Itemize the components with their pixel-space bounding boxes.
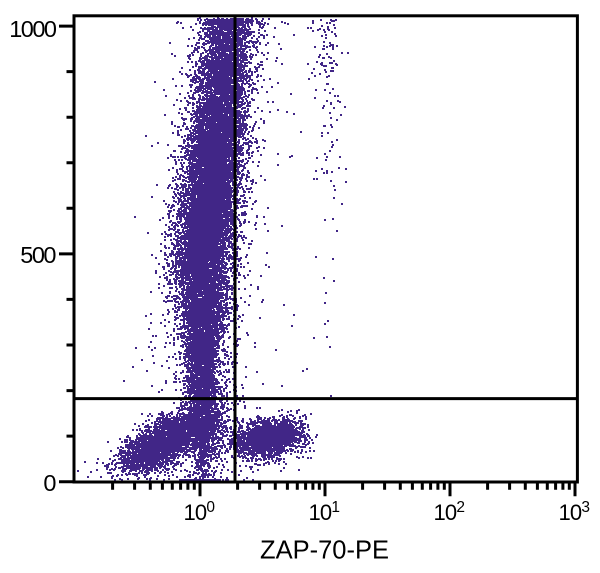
svg-text:500: 500: [20, 242, 56, 268]
svg-text:1000: 1000: [9, 16, 57, 42]
svg-text:ZAP-70-PE: ZAP-70-PE: [260, 537, 389, 565]
svg-text:103: 103: [559, 499, 590, 525]
svg-text:0: 0: [43, 470, 56, 496]
svg-text:100: 100: [184, 499, 216, 525]
